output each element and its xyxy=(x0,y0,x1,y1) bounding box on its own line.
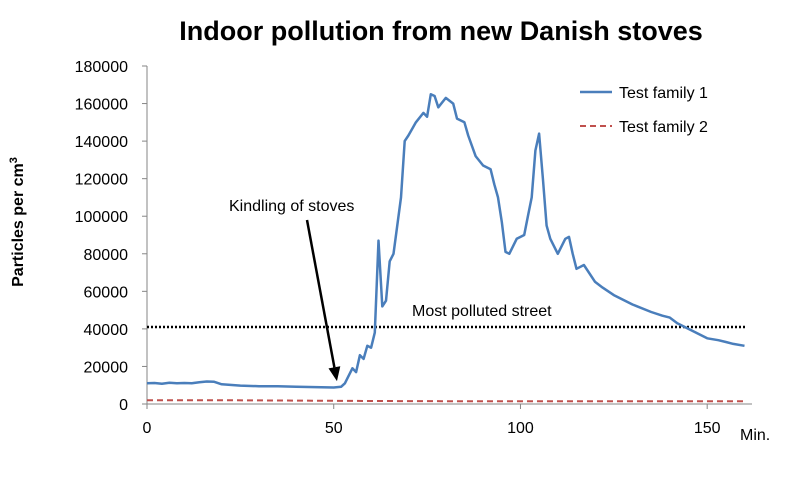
y-tick-label: 0 xyxy=(119,397,128,414)
series-line-1 xyxy=(146,92,745,389)
chart-title: Indoor pollution from new Danish stoves xyxy=(179,16,703,46)
legend: Test family 1 Test family 2 xyxy=(580,85,708,136)
y-axis-ticks: 0 20000 40000 60000 80000 100000 120000 140000 1… xyxy=(75,59,147,414)
y-tick-label: 80000 xyxy=(84,247,129,264)
y-axis-title: Particles per cm3 xyxy=(8,157,27,287)
y-tick-label: 140000 xyxy=(75,134,128,151)
y-tick-label: 120000 xyxy=(75,172,128,189)
legend-label-series-2: Test family 2 xyxy=(619,119,708,136)
reference-line-label: Most polluted street xyxy=(412,303,552,320)
annotation-arrowhead xyxy=(328,366,341,382)
x-tick-label: 150 xyxy=(694,420,721,437)
x-axis-unit-label: Min. xyxy=(740,427,770,444)
annotation-arrow xyxy=(305,219,336,368)
x-tick-label: 0 xyxy=(143,420,152,437)
x-tick-label: 100 xyxy=(507,420,534,437)
y-tick-label: 20000 xyxy=(84,359,129,376)
annotation-label: Kindling of stoves xyxy=(229,198,354,215)
legend-label-series-1: Test family 1 xyxy=(619,85,708,102)
y-tick-label: 160000 xyxy=(75,97,128,114)
y-tick-label: 40000 xyxy=(84,322,129,339)
x-tick-label: 50 xyxy=(325,420,343,437)
series-line-2 xyxy=(147,399,745,403)
y-tick-label: 180000 xyxy=(75,59,128,76)
x-axis-ticks: 0 50 100 150 xyxy=(143,404,721,437)
y-tick-label: 100000 xyxy=(75,209,128,226)
y-tick-label: 60000 xyxy=(84,284,129,301)
